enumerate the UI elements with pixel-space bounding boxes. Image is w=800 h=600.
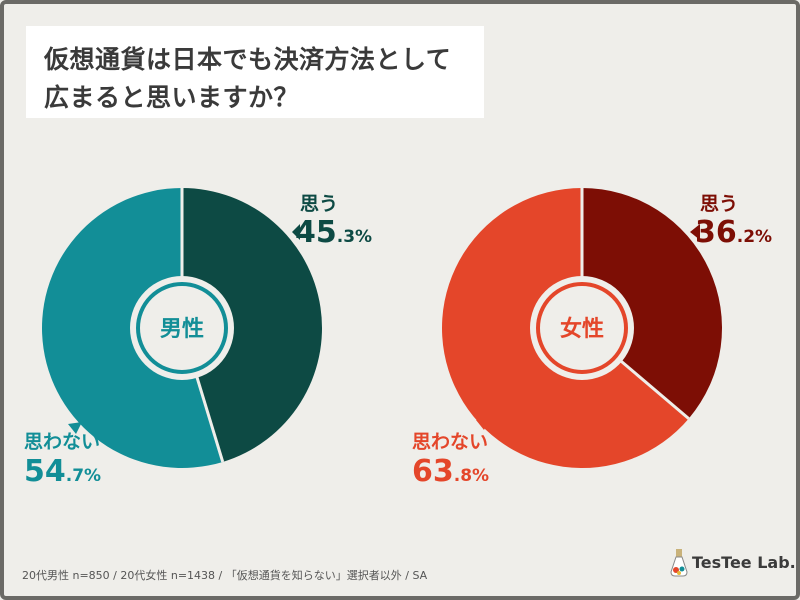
- flask-icon: [670, 549, 688, 577]
- logo: TesTee Lab.: [668, 548, 796, 578]
- center-label-1: 女性: [560, 316, 604, 342]
- pie-slice-1-0: [582, 188, 723, 419]
- title-box: 仮想通貨は日本でも決済方法として 広まると思いますか？: [26, 26, 484, 118]
- pie-slice-0-0: [182, 188, 323, 462]
- chart-title-line-1: 仮想通貨は日本でも決済方法として: [44, 45, 452, 74]
- slice-value-1-0: 36.2%: [695, 215, 772, 250]
- logo-text: TesTee Lab.: [692, 553, 796, 572]
- chart-title-line-2: 広まると思いますか？: [44, 83, 300, 112]
- center-label-0: 男性: [160, 317, 204, 342]
- label-pointer-0-1: [68, 422, 82, 434]
- center-ring-1: [536, 282, 628, 374]
- slice-label-0-0: 思う: [300, 193, 338, 215]
- label-pointer-1-1: [476, 418, 490, 430]
- label-pointer-0-0: [292, 224, 300, 240]
- slice-label-1-0: 思う: [700, 193, 738, 215]
- slice-label-0-1: 思わない: [24, 431, 100, 453]
- slice-label-1-1: 思わない: [412, 431, 488, 453]
- slice-value-0-1: 54.7%: [24, 454, 101, 489]
- slice-value-1-1: 63.8%: [412, 454, 489, 489]
- label-pointer-1-0: [690, 224, 700, 240]
- center-ring-0: [136, 282, 228, 374]
- footnote: 20代男性 n=850 / 20代女性 n=1438 / 「仮想通貨を知らない」…: [22, 569, 428, 582]
- slice-value-0-0: 45.3%: [295, 215, 372, 250]
